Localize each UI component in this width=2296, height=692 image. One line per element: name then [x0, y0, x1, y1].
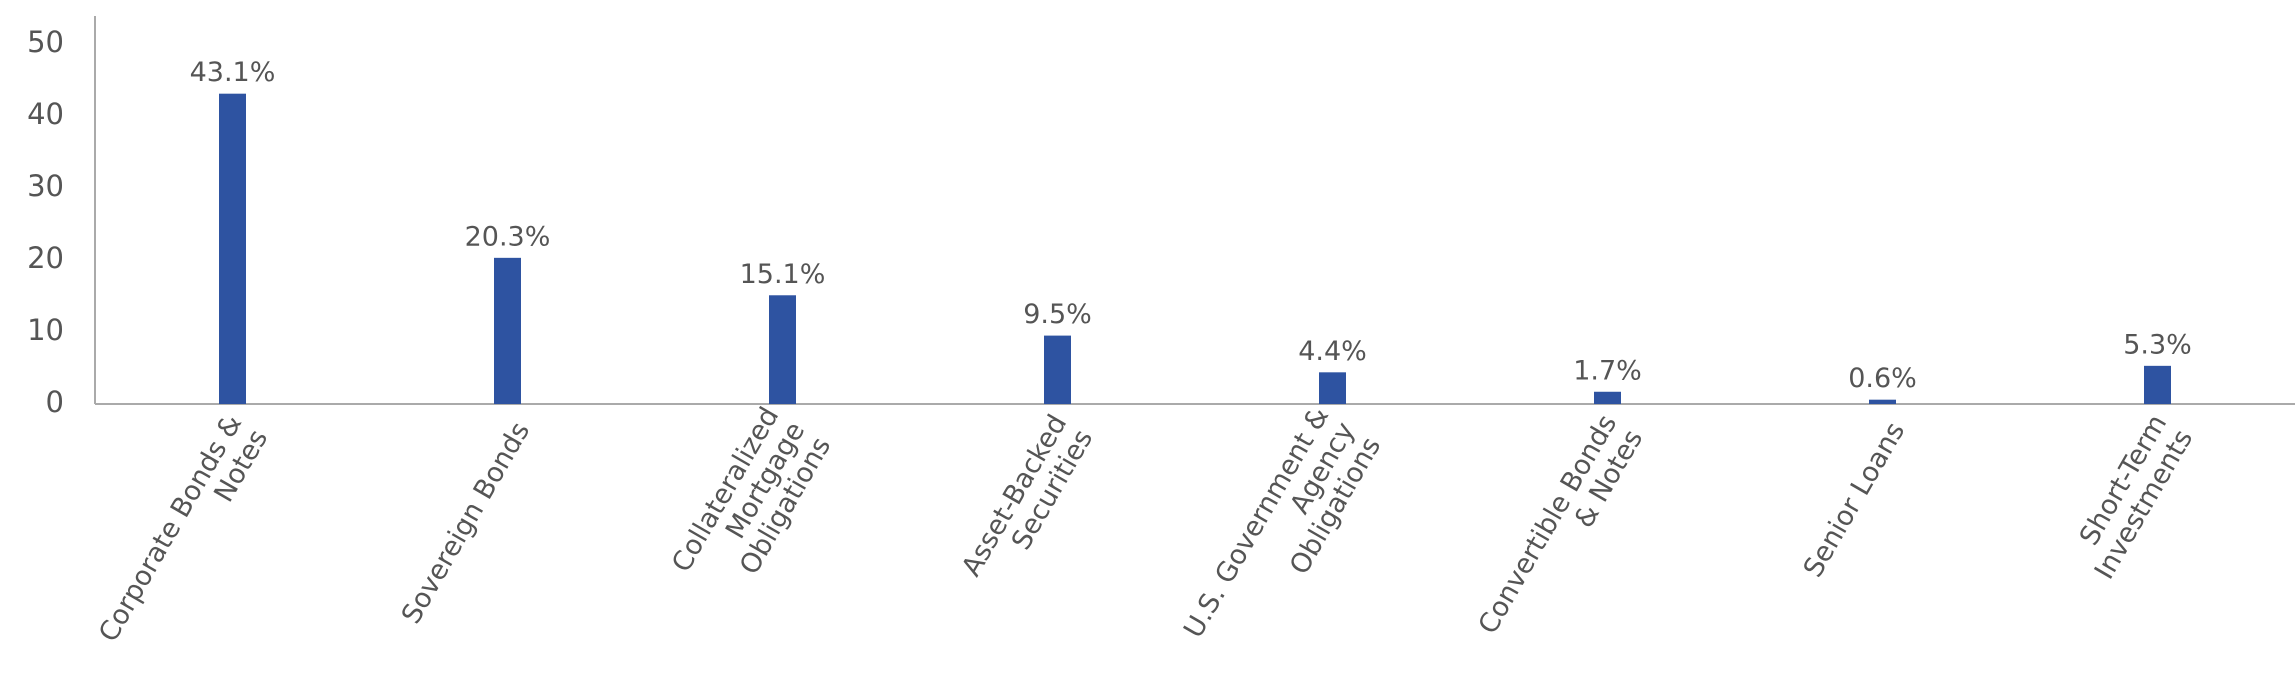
y-tick-label: 20	[27, 241, 64, 275]
value-label: 4.4%	[1298, 336, 1367, 367]
bar	[1869, 399, 1896, 404]
x-tick-label-text: CollateralizedMortgageObligations	[666, 402, 837, 607]
bar	[219, 93, 246, 405]
value-label: 9.5%	[1023, 299, 1092, 330]
value-label: 1.7%	[1573, 355, 1642, 386]
y-tick-label: 50	[27, 25, 64, 59]
x-tick-label: Senior Loans	[1797, 417, 1911, 583]
x-tick-label: Corporate Bonds &Notes	[93, 409, 274, 662]
x-tick-label: Short-TermInvestments	[2062, 409, 2198, 584]
bar	[1594, 391, 1621, 404]
value-label: 43.1%	[190, 57, 276, 88]
y-tick-label: 40	[27, 97, 64, 131]
x-tick-label-text: Sovereign Bonds	[395, 417, 535, 629]
bar	[769, 295, 796, 404]
x-tick-label: Asset-BackedSecurities	[955, 409, 1098, 596]
bar	[1319, 372, 1346, 404]
y-tick-label: 10	[27, 313, 64, 347]
x-tick-label: CollateralizedMortgageObligations	[666, 402, 837, 607]
x-tick-label: Sovereign Bonds	[395, 417, 535, 629]
x-tick-label-text: U.S. Government &AgencyObligations	[1178, 402, 1387, 673]
y-tick-label: 0	[46, 385, 64, 419]
bar	[1044, 335, 1071, 404]
bar	[2144, 365, 2171, 404]
x-tick-label: Convertible Bonds& Notes	[1472, 409, 1649, 654]
value-label: 5.3%	[2123, 329, 2192, 360]
x-tick-label-text: Short-TermInvestments	[2062, 409, 2198, 584]
bar	[494, 257, 521, 404]
x-tick-label-text: Corporate Bonds &Notes	[93, 409, 274, 662]
x-tick-label-text: Asset-BackedSecurities	[955, 409, 1098, 596]
value-label: 15.1%	[740, 259, 826, 290]
y-tick-label: 30	[27, 169, 64, 203]
x-tick-label: U.S. Government &AgencyObligations	[1178, 402, 1387, 673]
x-tick-label-text: Convertible Bonds& Notes	[1472, 409, 1649, 654]
value-label: 0.6%	[1848, 363, 1917, 394]
value-label: 20.3%	[465, 221, 551, 252]
x-tick-label-text: Senior Loans	[1797, 417, 1911, 583]
